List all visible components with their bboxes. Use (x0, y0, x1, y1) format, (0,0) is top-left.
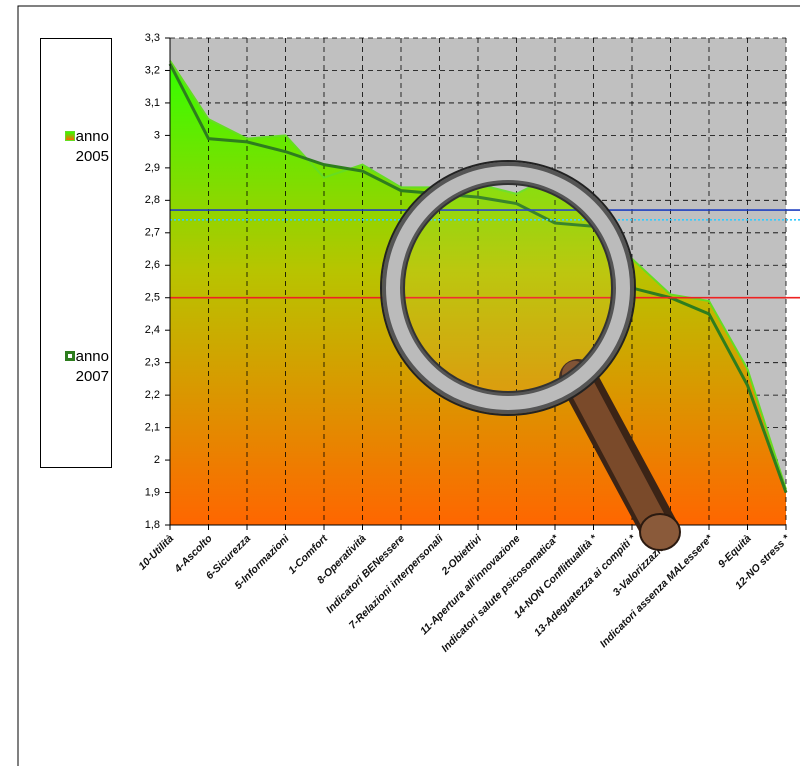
y-tick-label: 1,8 (145, 519, 160, 531)
x-tick-label: 9-Equità (716, 533, 754, 571)
y-tick-label: 3,2 (145, 64, 160, 76)
y-tick-label: 2,3 (145, 357, 160, 369)
y-tick-label: 2,4 (145, 324, 160, 336)
y-tick-label: 2,6 (145, 259, 160, 271)
y-tick-label: 3,1 (145, 97, 160, 109)
legend: anno 2005 anno 2007 (40, 38, 112, 468)
y-tick-label: 2 (154, 454, 160, 466)
x-tick-label: 10-Utilità (136, 533, 176, 573)
legend-label: anno 2005 (76, 128, 109, 165)
page: 1,8 1,9 2 2,1 2,2 2,3 2,4 2,5 2,6 2,7 2,8 2,9 3 3,1 3,… (0, 0, 800, 766)
y-tick-label: 2,7 (145, 227, 160, 239)
y-tick-label: 2,9 (145, 162, 160, 174)
y-tick-label: 2,1 (145, 422, 160, 434)
legend-entry: anno 2007 (51, 347, 109, 387)
y-tick-label: 3,3 (145, 32, 160, 44)
y-tick-label: 3 (154, 129, 160, 141)
chart: 1,8 1,9 2 2,1 2,2 2,3 2,4 2,5 2,6 2,7 2,8 2,9 3 3,1 3,… (0, 0, 800, 766)
y-tick-label: 1,9 (145, 486, 160, 498)
legend-entry: anno 2005 (51, 127, 109, 167)
legend-swatch (65, 351, 75, 361)
legend-label: anno 2007 (76, 348, 109, 385)
legend-swatch (65, 131, 75, 141)
y-tick-label: 2,5 (145, 292, 160, 304)
y-tick-label: 2,8 (145, 194, 160, 206)
y-tick-label: 2,2 (145, 389, 160, 401)
